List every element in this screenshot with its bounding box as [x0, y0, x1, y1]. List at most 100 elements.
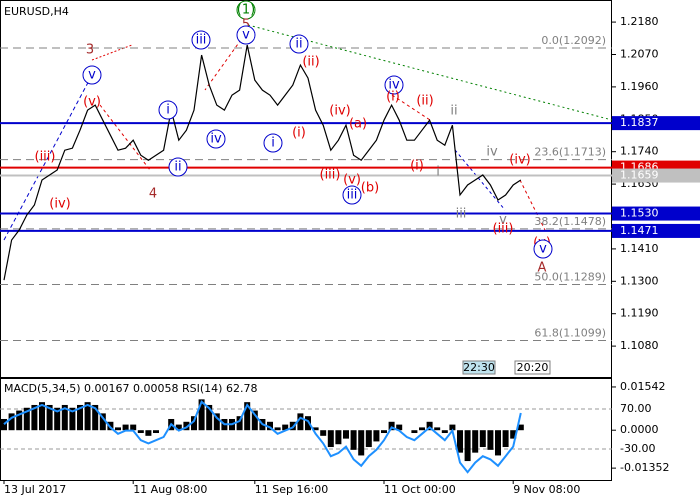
wave-label: ii [295, 37, 302, 52]
y-tick-label: 1.2070 [620, 47, 659, 60]
wave-label: (ii) [302, 55, 319, 70]
wave-label: v [539, 242, 547, 257]
wave-label: 3 [86, 43, 94, 58]
panel-title: MACD(5,34,5) 0.00167 0.00058 RSI(14) 62.… [4, 382, 257, 395]
wave-label: 5 [242, 18, 250, 33]
wave-circle [206, 129, 226, 149]
macd-bar [1, 418, 7, 431]
macd-bar [381, 430, 387, 434]
y-tick-label: 1.1960 [620, 80, 659, 93]
price-line [3, 44, 522, 281]
wave-label: iii [347, 188, 358, 203]
macd-bar [198, 399, 205, 431]
macd-bar [46, 404, 53, 431]
wave-label: (i) [292, 126, 306, 141]
wave-label: iii [456, 207, 467, 222]
macd-bar [23, 407, 30, 431]
macd-bar [517, 424, 524, 431]
fib-label: 50.0(1.1289) [534, 271, 606, 284]
chart-title: EURUSD,H4 [4, 5, 69, 18]
trend-line [91, 44, 133, 61]
macd-bar [99, 413, 106, 431]
wave-label: v [88, 68, 96, 83]
macd-bar [365, 430, 372, 448]
macd-bar [495, 430, 501, 456]
fib-label: 38.2(1.1478) [534, 215, 606, 228]
wave-label: (b) [361, 181, 379, 196]
trend-line [99, 104, 151, 171]
wave-label: ii [174, 160, 181, 175]
macd-bar [61, 404, 68, 431]
macd-bar [411, 430, 418, 434]
y-tick-label: 1.1740 [620, 145, 659, 158]
wave-circle [158, 100, 178, 120]
y-tick-label: 1.1410 [620, 242, 659, 255]
x-tick-label: 13 Jul 2017 [4, 483, 66, 496]
wave-label: (i) [410, 159, 424, 174]
macd-bar [69, 407, 76, 431]
level-label: 1.1471 [620, 224, 659, 237]
wave-label: 4 [149, 187, 157, 202]
y-tick-label: 0.01542 [620, 380, 666, 393]
x-tick-label: 9 Nov 08:00 [513, 483, 580, 496]
macd-bar [267, 421, 273, 431]
macd-bar [153, 430, 159, 434]
macd-bar [312, 427, 319, 431]
wave-label: i [271, 136, 275, 151]
wave-label: i [436, 165, 440, 180]
macd-bar [297, 413, 304, 431]
fib-label: 61.8(1.1099) [534, 327, 606, 340]
macd-bar [122, 424, 129, 431]
wave-label: (iv) [329, 104, 350, 119]
wave-label: (i) [386, 90, 400, 105]
macd-bar [305, 416, 311, 431]
macd-bar [213, 413, 220, 431]
y-tick-label: 1.1190 [620, 307, 659, 320]
macd-bar [282, 424, 289, 431]
level-label: 1.1837 [620, 116, 659, 129]
y-tick-label: 1.1080 [620, 339, 659, 352]
x-tick-label: 11 Aug 08:00 [133, 483, 207, 496]
macd-bar [137, 430, 144, 434]
macd-bar [419, 427, 425, 431]
macd-bar [457, 430, 463, 453]
level-box [612, 168, 700, 183]
macd-bar [130, 424, 137, 431]
macd-bar [510, 430, 517, 439]
wave-label: (iii) [320, 168, 341, 183]
wave-circle [191, 30, 211, 50]
macd-bar [84, 402, 91, 431]
macd-bar [388, 421, 395, 431]
level-box [612, 223, 700, 238]
macd-bar [335, 430, 342, 445]
wave-label: (1) [237, 3, 255, 18]
macd-bar [472, 430, 479, 453]
y2-tick-label: 70.00 [620, 402, 652, 415]
wave-label: iv [486, 145, 498, 160]
wave-circle [82, 65, 102, 85]
macd-bar [502, 430, 509, 448]
time-marker-box [462, 360, 496, 375]
y-tick-label: -0.01352 [620, 461, 669, 474]
trend-line [3, 74, 93, 241]
macd-bar [426, 421, 433, 431]
macd-bar [8, 413, 15, 431]
indicator-line [3, 400, 522, 474]
macd-bar [191, 416, 197, 431]
x-tick-label: 11 Oct 00:00 [384, 483, 456, 496]
time-marker-box [514, 360, 551, 375]
macd-bar [31, 404, 38, 431]
wave-label: (v) [83, 95, 101, 110]
wave-label: (a) [349, 117, 367, 132]
wave-circle [384, 75, 404, 95]
wave-label: (iii) [493, 222, 514, 237]
y-tick-label: 1.1300 [620, 274, 659, 287]
y-tick-label: 0.0000 [620, 423, 659, 436]
macd-bar [464, 430, 471, 462]
macd-bar [39, 402, 45, 431]
wave-circle [236, 0, 256, 20]
wave-label: iii [196, 33, 207, 48]
macd-bar [206, 404, 213, 431]
wave-label: i [166, 103, 170, 118]
